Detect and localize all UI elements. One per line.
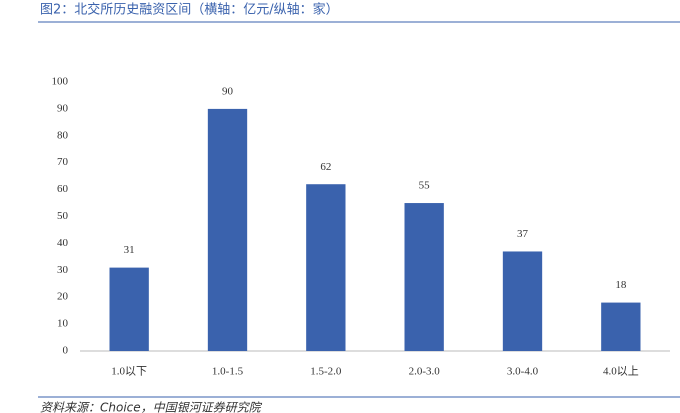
value-label: 62 <box>320 161 331 173</box>
x-tick-label: 1.0-1.5 <box>212 366 244 378</box>
bar <box>502 251 543 351</box>
y-tick-label: 10 <box>57 318 69 330</box>
y-tick-label: 20 <box>57 291 69 303</box>
bar <box>404 203 444 351</box>
value-label: 18 <box>615 279 627 291</box>
y-tick-label: 100 <box>52 76 69 88</box>
source: 资料来源：Choice，中国银河证券研究院 <box>40 401 263 413</box>
x-tick-label: 1.5-2.0 <box>310 366 342 378</box>
bar <box>601 302 641 351</box>
y-tick-label: 60 <box>57 183 69 195</box>
y-tick-label: 70 <box>57 156 69 168</box>
y-tick-label: 80 <box>57 129 69 141</box>
y-tick-label: 90 <box>57 102 69 114</box>
y-tick-label: 0 <box>63 345 69 357</box>
bar <box>306 184 346 351</box>
x-tick-label: 2.0-3.0 <box>409 366 441 378</box>
y-tick-label: 50 <box>57 210 69 222</box>
y-tick-label: 40 <box>57 237 69 249</box>
x-tick-label: 3.0-4.0 <box>507 366 539 378</box>
value-label: 31 <box>124 244 135 256</box>
value-label: 55 <box>419 180 431 192</box>
y-tick-label: 30 <box>57 264 69 276</box>
value-label: 37 <box>517 228 529 240</box>
x-tick-label: 4.0以上 <box>603 365 639 378</box>
bar <box>109 267 149 351</box>
x-tick-label: 1.0以下 <box>111 366 147 378</box>
chart-title: 图2：北交所历史融资区间（横轴：亿元/纵轴：家） <box>40 2 339 18</box>
value-label: 90 <box>222 85 234 97</box>
bar <box>207 108 248 352</box>
